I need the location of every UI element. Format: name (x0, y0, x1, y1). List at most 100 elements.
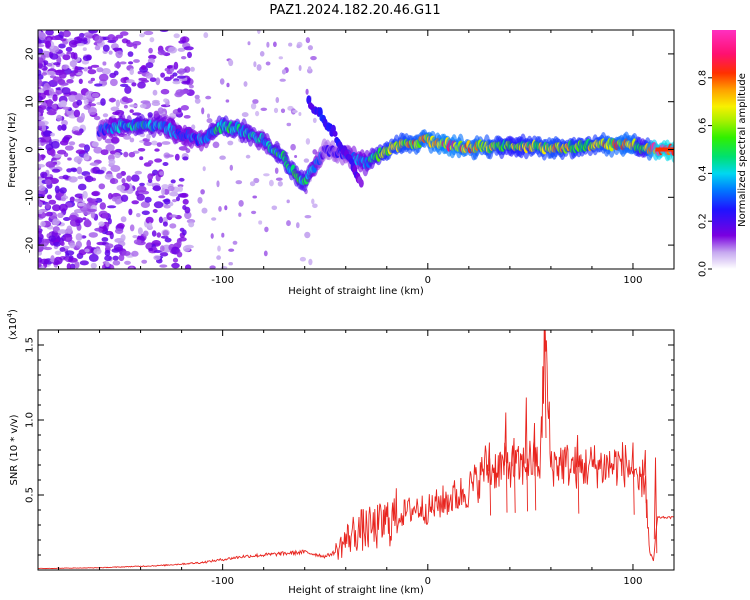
spectrogram-noise-blob (145, 62, 154, 69)
spectrogram-noise-blob (128, 61, 134, 65)
spectrogram-noise-blob (286, 199, 290, 204)
spectrogram-noise-blob (153, 250, 163, 253)
spectrogram-noise-blob (137, 227, 143, 235)
spectrogram-noise-blob (38, 163, 46, 168)
spectrogram-noise-blob (38, 48, 43, 55)
spectrogram-xtick-label: -100 (211, 275, 234, 286)
spectrogram-noise-blob (83, 98, 89, 106)
spectrogram-noise-blob (124, 260, 131, 265)
spectrogram-noise-blob (45, 161, 56, 168)
spectrogram-noise-blob (62, 106, 70, 110)
spectrogram-noise-blob (226, 82, 230, 88)
spectrogram-noise-blob (44, 176, 53, 180)
spectrogram-noise-blob (120, 234, 126, 242)
spectrogram-noise-blob (52, 76, 62, 83)
spectrogram-noise-blob (251, 210, 257, 215)
spectrogram-noise-blob (53, 256, 63, 265)
spectrogram-noise-blob (38, 193, 44, 198)
snr-series-line (38, 330, 674, 570)
spectrogram-noise-blob (123, 104, 128, 109)
spectrogram-noise-blob (53, 62, 61, 66)
spectrogram-noise-blob (303, 158, 310, 163)
snr-spike (543, 330, 547, 439)
spectrogram-noise-blob (51, 168, 61, 173)
spectrogram-noise-blob (252, 99, 259, 104)
spectrogram-noise-blob (307, 66, 312, 71)
spectrogram-noise-blob (139, 156, 144, 161)
spectrogram-noise-blob (48, 235, 56, 242)
spectrogram-noise-blob (188, 84, 194, 89)
spectrogram-noise-blob (156, 232, 162, 238)
spectrogram-noise-blob (304, 231, 311, 239)
spectrogram-noise-blob (104, 255, 112, 262)
spectrogram-noise-blob (84, 175, 94, 183)
spectrogram-noise-blob (66, 225, 73, 234)
spectrogram-noise-blob (146, 133, 151, 140)
snr-spike (532, 422, 537, 511)
spectrogram-noise-blob (114, 62, 121, 69)
colorbar-label: Normalized spectral amplitude (737, 73, 748, 227)
spectrogram-noise-blob (173, 61, 179, 70)
spectrogram-noise-blob (174, 153, 180, 161)
spectrogram-noise-blob (263, 173, 270, 177)
spectrogram-noise-blob (38, 225, 42, 229)
spectrogram-noise-blob (145, 72, 153, 79)
spectrogram-noise-blob (179, 227, 185, 232)
spectrogram-noise-blob (252, 195, 257, 199)
spectrogram-noise-blob (74, 93, 84, 101)
spectrogram-noise-blob (172, 80, 181, 85)
spectrogram-noise-blob (172, 199, 177, 203)
spectrogram-noise-blob (116, 184, 126, 191)
spectrogram-xtick-label: 0 (425, 275, 431, 286)
spectrogram-noise-blob (84, 248, 90, 253)
spectrogram-noise-blob (68, 91, 78, 96)
spectrogram-noise-blob (164, 154, 174, 158)
spectrogram-noise-blob (76, 43, 85, 47)
spectrogram-noise-blob (76, 166, 83, 175)
spectrogram-noise-blob (50, 148, 56, 157)
spectrogram-noise-blob (45, 40, 52, 48)
spectrogram-noise-blob (154, 158, 163, 163)
spectrogram-noise-blob (176, 251, 183, 258)
snr-spike (504, 412, 508, 513)
spectrogram-noise-blob (148, 47, 153, 54)
spectrogram-noise-blob (38, 79, 43, 87)
spectrogram-noise-blob (40, 221, 46, 227)
spectrogram-noise-blob (87, 80, 93, 84)
spectrogram-noise-blob (292, 110, 298, 113)
spectrogram-noise-blob (184, 66, 191, 73)
spectrogram-noise-blob (216, 180, 220, 188)
spectrogram-noise-blob (68, 257, 78, 263)
spectrogram-noise-blob (38, 115, 45, 121)
spectrogram-noise-blob (107, 218, 112, 225)
spectrogram-noise-blob (305, 138, 311, 145)
spectrogram-noise-blob (81, 96, 87, 101)
spectrogram-noise-blob (221, 232, 225, 238)
spectrogram-noise-blob (38, 57, 44, 64)
spectrogram-noise-blob (69, 60, 77, 68)
spectrogram-noise-blob (83, 32, 94, 37)
spectrogram-noise-blob (178, 186, 184, 192)
spectrogram-noise-blob (102, 44, 110, 52)
spectrogram-noise-blob (38, 200, 43, 207)
spectrogram-noise-blob (162, 230, 169, 237)
spectrogram-noise-blob (94, 227, 103, 232)
spectrogram-noise-blob (48, 88, 55, 96)
spectrogram-ytick-label: -20 (25, 237, 36, 253)
spectrogram-noise-blob (124, 85, 132, 94)
colorbar-tick-label: 0.6 (698, 118, 709, 134)
spectrogram-noise-blob (57, 212, 64, 218)
spectrogram-noise-blob (238, 200, 244, 207)
spectrogram-noise-blob (62, 217, 71, 221)
spectrogram-noise-blob (38, 95, 44, 102)
spectrogram-noise-blob (141, 259, 148, 264)
spectrogram-noise-blob (49, 177, 59, 184)
spectrogram-noise-blob (61, 65, 69, 70)
colorbar-gradient (712, 30, 736, 269)
spectrogram-noise-blob (153, 110, 160, 118)
spectrogram-noise-blob (180, 105, 189, 111)
spectrogram-branch-cell (332, 130, 338, 137)
spectrogram-noise-blob (51, 104, 58, 109)
spectrogram-noise-blob (232, 240, 238, 245)
spectrogram-noise-blob (148, 247, 154, 252)
